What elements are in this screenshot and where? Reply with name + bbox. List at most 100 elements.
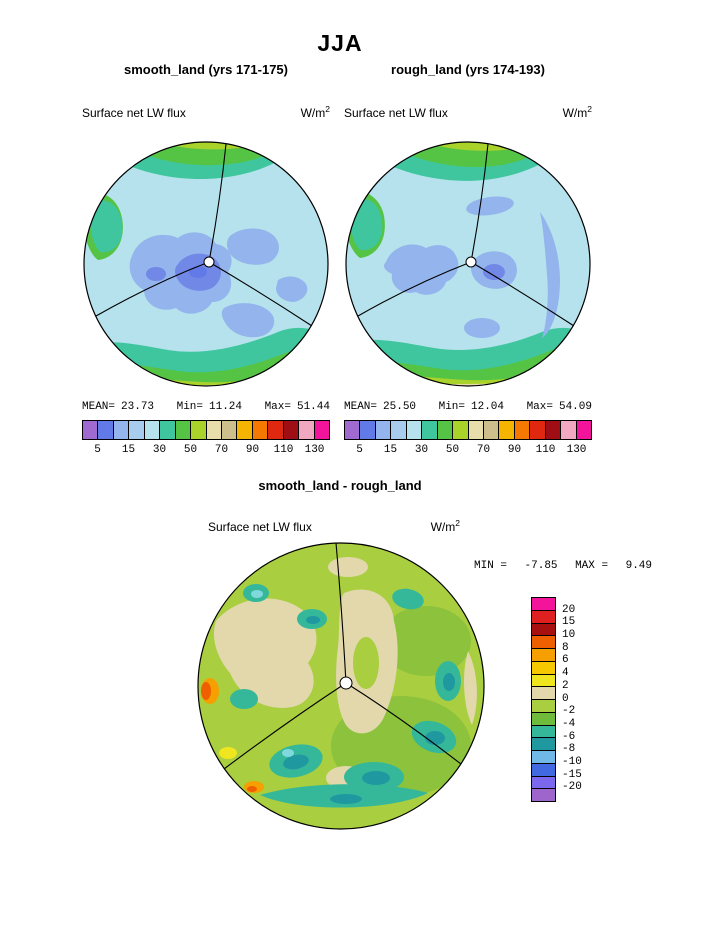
grid-seam-line xyxy=(223,682,347,770)
diff-max-label: MAX = xyxy=(575,560,609,572)
colorbar-vertical xyxy=(531,597,556,802)
grid-seam-line xyxy=(357,261,472,317)
field-row: Surface net LW flux W/m2 xyxy=(344,104,592,120)
colorbar-cell xyxy=(482,421,499,439)
diff-max-value: 9.49 xyxy=(625,560,652,572)
mean-label: MEAN= xyxy=(82,401,116,413)
colorbar-cell xyxy=(467,421,483,439)
max-value: 51.44 xyxy=(296,401,330,413)
colorbar-vertical-labels: 20 15 10 8 6 4 2 0 -2 -4 -6 -8 -10 -15 -20 xyxy=(531,597,611,800)
colorbar-tick-label: 15 xyxy=(121,444,136,456)
colorbar-cell xyxy=(174,421,191,439)
field-row: Surface net LW flux W/m2 xyxy=(208,518,460,534)
grid-seam-line xyxy=(208,261,313,327)
colorbar-cell xyxy=(532,711,555,725)
colorbar-cell xyxy=(345,421,360,439)
colorbar-tick-row: 5 15 30 50 70 90 110 130 xyxy=(82,444,330,457)
colorbar-cell xyxy=(359,421,375,439)
pole-marker xyxy=(203,256,215,268)
max-label: Max= xyxy=(526,401,553,413)
max-label: Max= xyxy=(264,401,291,413)
grid-seam-line xyxy=(335,543,347,684)
colorbar-tick-label: 90 xyxy=(245,444,260,456)
diff-minmax-row: MIN = -7.85 MAX = 9.49 xyxy=(474,560,652,572)
colorbar-cell xyxy=(575,421,591,439)
colorbar-tick-label: 30 xyxy=(152,444,167,456)
colorbar-tick-label: 15 xyxy=(383,444,398,456)
colorbar-cell xyxy=(560,421,576,439)
colorbar-cell xyxy=(452,421,468,439)
colorbar-cell xyxy=(532,648,555,661)
colorbar-cell xyxy=(298,421,314,439)
colorbar-cell xyxy=(190,421,206,439)
min-value: 11.24 xyxy=(209,401,243,413)
colorbar-cell xyxy=(532,737,555,750)
max-value: 54.09 xyxy=(558,401,592,413)
panel-subtitle-rough-land: rough_land (yrs 174-193) xyxy=(391,62,545,77)
colorbar-tick-label: 70 xyxy=(214,444,229,456)
colorbar-cell xyxy=(143,421,160,439)
colorbar-cell xyxy=(405,421,422,439)
colorbar-tick-label: 110 xyxy=(535,444,556,456)
diff-min-value: -7.85 xyxy=(524,560,558,572)
colorbar-horizontal xyxy=(344,420,592,440)
panel-difference: smooth_land - rough_land Surface net LW … xyxy=(0,478,723,935)
difference-title: smooth_land - rough_land xyxy=(258,478,422,493)
colorbar-cell xyxy=(83,421,98,439)
colorbar-cell xyxy=(532,673,555,687)
colorbar-tick-label: 10 xyxy=(562,629,576,642)
colorbar-cell xyxy=(529,421,545,439)
colorbar-cell xyxy=(532,660,555,674)
colorbar-tick-label: 30 xyxy=(414,444,429,456)
colorbar-cell xyxy=(282,421,299,439)
colorbar-cell xyxy=(390,421,406,439)
colorbar-tick-label: 6 xyxy=(562,654,569,667)
units-label: W/m2 xyxy=(430,518,460,534)
page-title: JJA xyxy=(317,30,363,56)
map-outline xyxy=(83,141,329,387)
colorbar-cell xyxy=(532,724,555,738)
panel-rough-land: rough_land (yrs 174-193) Surface net LW … xyxy=(344,62,592,457)
pole-marker xyxy=(465,256,477,268)
colorbar-tick-label: 110 xyxy=(273,444,294,456)
units-label: W/m2 xyxy=(300,104,330,120)
grid-seam-line xyxy=(470,261,575,327)
panel-smooth-land: smooth_land (yrs 171-175) Surface net LW… xyxy=(82,62,330,457)
contour-fills xyxy=(84,142,328,386)
colorbar-cell xyxy=(421,421,437,439)
colorbar-tick-label: 130 xyxy=(304,444,325,456)
contour-fills xyxy=(198,543,484,829)
mean-value: 23.73 xyxy=(121,401,155,413)
colorbar-tick-label: -10 xyxy=(562,755,582,768)
colorbar-cell xyxy=(532,686,555,699)
field-label: Surface net LW flux xyxy=(208,520,312,534)
colorbar-tick-label: -6 xyxy=(562,730,576,743)
colorbar-tick-label: 70 xyxy=(476,444,491,456)
colorbar-cell xyxy=(313,421,329,439)
colorbar-tick-label: -2 xyxy=(562,705,576,718)
colorbar-cell xyxy=(220,421,237,439)
mean-value: 25.50 xyxy=(383,401,417,413)
colorbar-cell xyxy=(374,421,391,439)
colorbar-cell xyxy=(513,421,530,439)
map-rough-land xyxy=(345,141,591,387)
grid-seam-line xyxy=(95,261,210,317)
colorbar-horizontal xyxy=(82,420,330,440)
colorbar-cell xyxy=(532,635,555,648)
map-outline xyxy=(345,141,591,387)
field-label: Surface net LW flux xyxy=(82,106,186,120)
colorbar-tick-label: 90 xyxy=(507,444,522,456)
colorbar-cell xyxy=(532,622,555,636)
colorbar-tick-label: 8 xyxy=(562,641,569,654)
colorbar-tick-label: 5 xyxy=(94,444,101,456)
stats-row: MEAN= 25.50 Min= 12.04 Max= 54.09 xyxy=(344,401,592,413)
min-label: Min= xyxy=(176,401,203,413)
diff-min-label: MIN = xyxy=(474,560,508,572)
map-difference xyxy=(197,542,485,830)
colorbar-tick-label: 20 xyxy=(562,603,576,616)
units-label: W/m2 xyxy=(562,104,592,120)
colorbar-cell xyxy=(498,421,514,439)
colorbar-cell xyxy=(251,421,268,439)
grid-seam-line xyxy=(470,143,489,263)
field-label: Surface net LW flux xyxy=(344,106,448,120)
